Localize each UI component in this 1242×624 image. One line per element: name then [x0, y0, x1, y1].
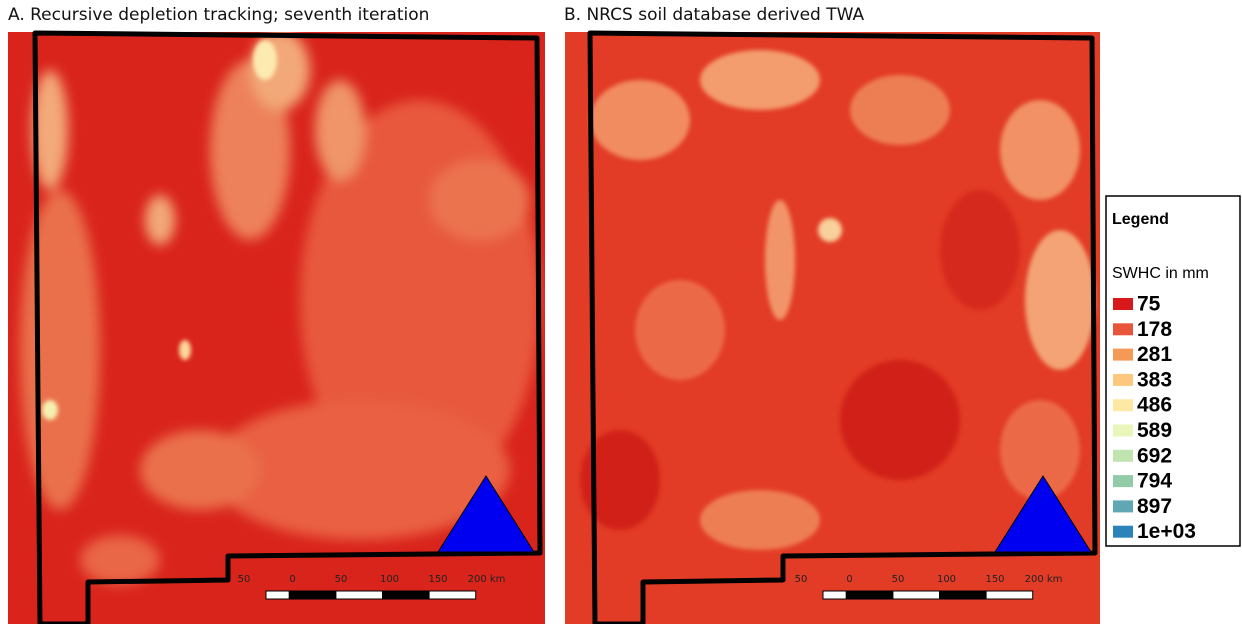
scale-label: 150	[428, 574, 447, 585]
legend-swatch	[1113, 475, 1133, 487]
legend-swatch	[1113, 323, 1133, 335]
scale-label: 50	[892, 574, 905, 585]
legend-label: 486	[1137, 394, 1172, 417]
scale-label: 50	[238, 574, 251, 585]
scale-label: 150	[985, 574, 1004, 585]
legend-box	[1106, 196, 1240, 546]
scale-label: 200 km	[1025, 574, 1063, 585]
legend-label: 178	[1137, 318, 1172, 341]
scale-label: 50	[335, 574, 348, 585]
legend-swatch	[1113, 374, 1133, 386]
scale-segment	[846, 591, 893, 599]
legend-swatch	[1113, 298, 1133, 310]
scale-segment	[336, 591, 383, 599]
legend-swatch	[1113, 399, 1133, 411]
legend-label: 75	[1137, 293, 1161, 316]
scale-label: 0	[289, 574, 295, 585]
page: A. Recursive depletion tracking; seventh…	[0, 0, 1242, 624]
legend-label: 897	[1137, 495, 1172, 518]
panel-title: A. Recursive depletion tracking; seventh…	[8, 5, 429, 25]
legend-swatch	[1113, 526, 1133, 538]
scale-label: 100	[937, 574, 956, 585]
legend-swatch	[1113, 425, 1133, 437]
scale-segment	[823, 591, 846, 599]
scale-segment	[266, 591, 289, 599]
legend-swatch	[1113, 500, 1133, 512]
legend-label: 383	[1137, 368, 1172, 391]
scale-segment	[429, 591, 476, 599]
scale-segment	[940, 591, 987, 599]
scale-segment	[986, 591, 1033, 599]
legend-title: Legend	[1112, 211, 1169, 228]
legend-label: 794	[1137, 470, 1172, 493]
scale-label: 200 km	[468, 574, 506, 585]
panel-title: B. NRCS soil database derived TWA	[564, 5, 864, 25]
legend-label: 281	[1137, 343, 1172, 366]
legend-swatch	[1113, 450, 1133, 462]
figure: A. Recursive depletion tracking; seventh…	[0, 0, 1242, 624]
scale-segment	[383, 591, 430, 599]
legend-label: 589	[1137, 419, 1172, 442]
legend-subtitle: SWHC in mm	[1112, 265, 1209, 282]
scale-segment	[289, 591, 336, 599]
scale-label: 0	[846, 574, 852, 585]
scale-segment	[893, 591, 940, 599]
legend-swatch	[1113, 349, 1133, 361]
legend-label: 1e+03	[1137, 520, 1196, 543]
scale-label: 50	[795, 574, 808, 585]
legend-label: 692	[1137, 444, 1172, 467]
scale-label: 100	[380, 574, 399, 585]
